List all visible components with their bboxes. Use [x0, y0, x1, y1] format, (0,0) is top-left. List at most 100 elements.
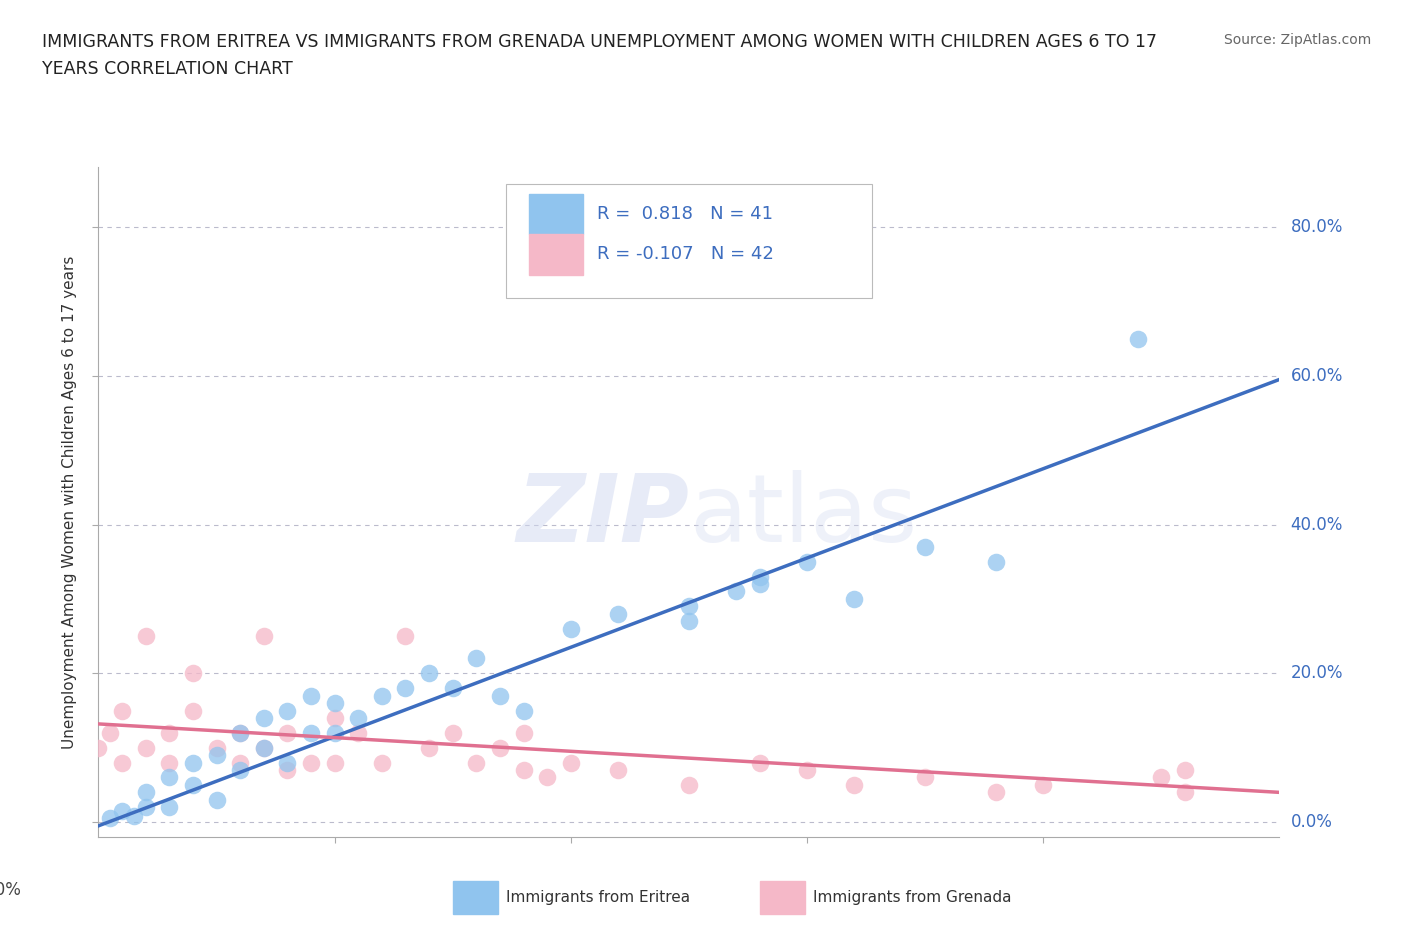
- Point: [135, 785, 157, 800]
- Point: [465, 755, 488, 770]
- Text: atlas: atlas: [689, 470, 917, 562]
- Point: [560, 621, 582, 636]
- Point: [465, 651, 488, 666]
- Point: [1174, 763, 1197, 777]
- Point: [347, 725, 370, 740]
- FancyBboxPatch shape: [759, 881, 804, 914]
- Point: [122, 809, 145, 824]
- Point: [441, 725, 464, 740]
- Point: [253, 629, 276, 644]
- Text: R =  0.818   N = 41: R = 0.818 N = 41: [596, 206, 773, 223]
- Point: [748, 577, 770, 591]
- Point: [607, 606, 630, 621]
- Point: [748, 755, 770, 770]
- Point: [984, 554, 1007, 569]
- Point: [441, 681, 464, 696]
- Point: [111, 804, 134, 818]
- Point: [276, 763, 298, 777]
- Point: [489, 688, 512, 703]
- Text: 0.0%: 0.0%: [1291, 813, 1333, 831]
- Y-axis label: Unemployment Among Women with Children Ages 6 to 17 years: Unemployment Among Women with Children A…: [62, 256, 77, 749]
- Point: [299, 755, 322, 770]
- Text: 40.0%: 40.0%: [1291, 515, 1343, 534]
- Text: 20.0%: 20.0%: [1291, 664, 1343, 683]
- Point: [157, 725, 180, 740]
- Point: [796, 763, 818, 777]
- Point: [536, 770, 558, 785]
- FancyBboxPatch shape: [453, 881, 498, 914]
- Point: [157, 770, 180, 785]
- Text: Source: ZipAtlas.com: Source: ZipAtlas.com: [1223, 33, 1371, 46]
- Text: 60.0%: 60.0%: [1291, 366, 1343, 385]
- Point: [984, 785, 1007, 800]
- Point: [1126, 331, 1149, 346]
- Point: [748, 569, 770, 584]
- Point: [678, 777, 700, 792]
- Point: [253, 711, 276, 725]
- Point: [205, 748, 228, 763]
- Point: [276, 703, 298, 718]
- Point: [135, 800, 157, 815]
- Text: ZIP: ZIP: [516, 470, 689, 562]
- Point: [796, 554, 818, 569]
- Text: IMMIGRANTS FROM ERITREA VS IMMIGRANTS FROM GRENADA UNEMPLOYMENT AMONG WOMEN WITH: IMMIGRANTS FROM ERITREA VS IMMIGRANTS FR…: [42, 33, 1157, 50]
- Point: [1174, 785, 1197, 800]
- Point: [253, 740, 276, 755]
- Text: 80.0%: 80.0%: [1291, 218, 1343, 236]
- Point: [253, 740, 276, 755]
- Point: [678, 614, 700, 629]
- Text: R = -0.107   N = 42: R = -0.107 N = 42: [596, 246, 773, 263]
- Point: [489, 740, 512, 755]
- Text: YEARS CORRELATION CHART: YEARS CORRELATION CHART: [42, 60, 292, 78]
- Point: [229, 763, 252, 777]
- Point: [181, 755, 204, 770]
- Point: [181, 777, 204, 792]
- Point: [229, 755, 252, 770]
- Point: [844, 591, 866, 606]
- Point: [512, 725, 534, 740]
- Point: [394, 681, 416, 696]
- FancyBboxPatch shape: [530, 194, 582, 234]
- Point: [418, 740, 440, 755]
- Point: [181, 703, 204, 718]
- Point: [1032, 777, 1054, 792]
- Point: [299, 688, 322, 703]
- Text: Immigrants from Grenada: Immigrants from Grenada: [813, 890, 1011, 905]
- Point: [418, 666, 440, 681]
- Point: [512, 763, 534, 777]
- Point: [98, 811, 121, 826]
- Point: [205, 740, 228, 755]
- Point: [323, 755, 346, 770]
- Point: [1150, 770, 1173, 785]
- Point: [205, 792, 228, 807]
- Point: [229, 725, 252, 740]
- Point: [299, 725, 322, 740]
- Point: [87, 740, 110, 755]
- Point: [323, 725, 346, 740]
- Point: [111, 703, 134, 718]
- Text: 0.0%: 0.0%: [0, 881, 22, 898]
- Point: [914, 770, 936, 785]
- Point: [371, 755, 394, 770]
- Point: [323, 711, 346, 725]
- Point: [157, 755, 180, 770]
- Point: [678, 599, 700, 614]
- Point: [135, 740, 157, 755]
- Point: [394, 629, 416, 644]
- Point: [371, 688, 394, 703]
- Point: [135, 629, 157, 644]
- Point: [607, 763, 630, 777]
- Point: [844, 777, 866, 792]
- Point: [560, 755, 582, 770]
- Point: [276, 725, 298, 740]
- FancyBboxPatch shape: [506, 184, 872, 298]
- Point: [276, 755, 298, 770]
- Point: [323, 696, 346, 711]
- Point: [725, 584, 748, 599]
- Point: [111, 755, 134, 770]
- Point: [512, 703, 534, 718]
- Point: [229, 725, 252, 740]
- Point: [98, 725, 121, 740]
- FancyBboxPatch shape: [530, 234, 582, 274]
- Text: Immigrants from Eritrea: Immigrants from Eritrea: [506, 890, 690, 905]
